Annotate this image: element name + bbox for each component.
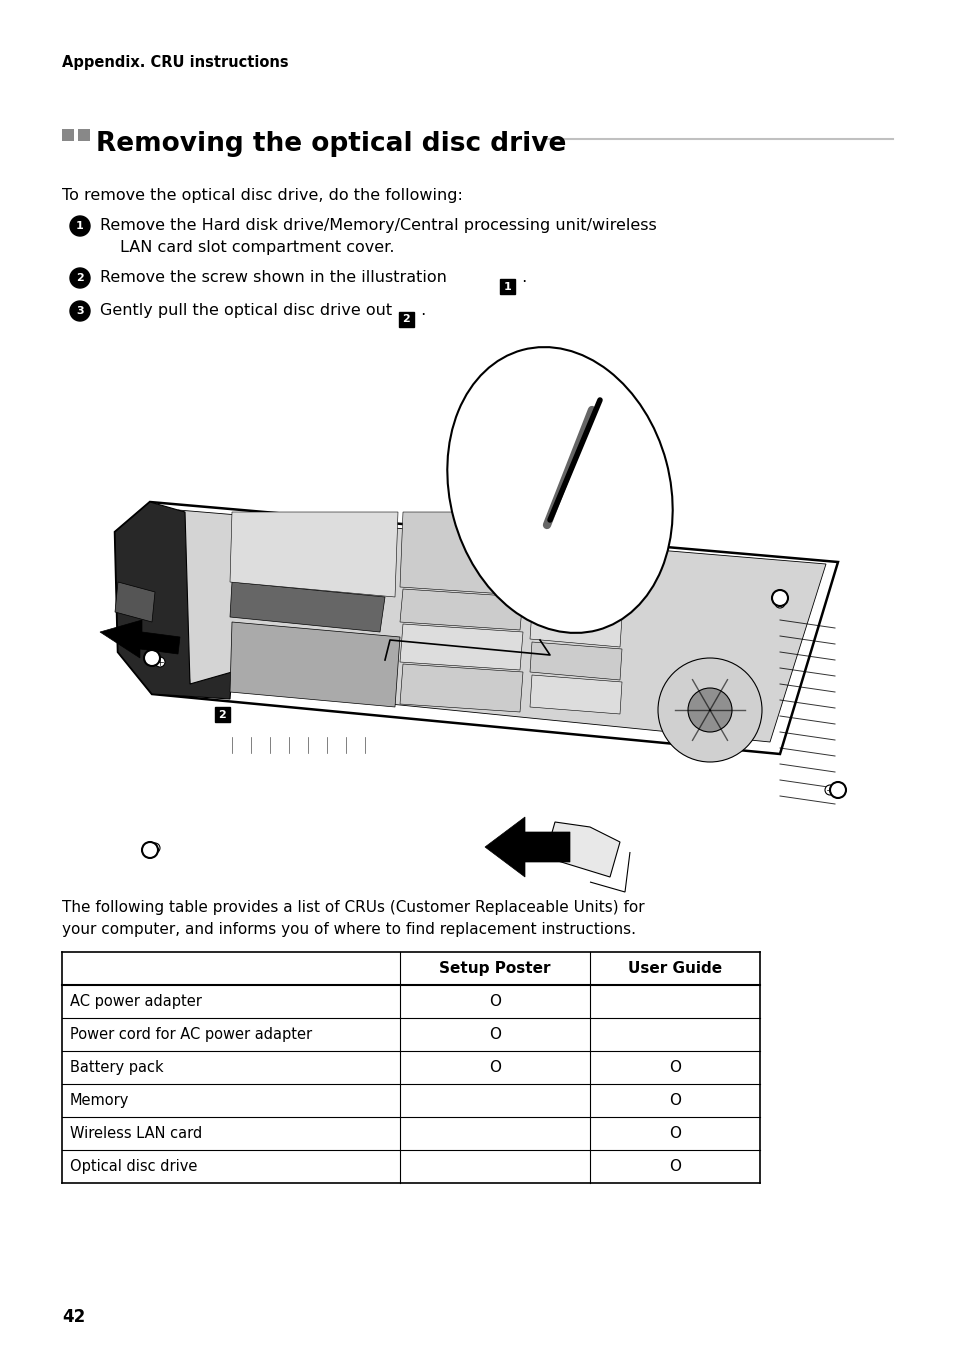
Circle shape xyxy=(150,844,160,853)
Text: 2: 2 xyxy=(402,315,410,324)
Text: 3: 3 xyxy=(76,306,84,316)
Circle shape xyxy=(824,786,834,795)
Bar xyxy=(530,412,544,427)
Text: Wireless LAN card: Wireless LAN card xyxy=(70,1126,202,1141)
Polygon shape xyxy=(530,610,621,648)
Text: .: . xyxy=(416,303,426,318)
Text: User Guide: User Guide xyxy=(627,961,721,976)
Polygon shape xyxy=(115,502,837,754)
Polygon shape xyxy=(230,512,397,598)
Text: O: O xyxy=(489,994,500,1009)
Bar xyxy=(499,279,515,293)
Circle shape xyxy=(771,589,787,606)
Bar xyxy=(398,312,414,327)
Circle shape xyxy=(829,781,845,798)
Text: Memory: Memory xyxy=(70,1092,130,1109)
Text: Gently pull the optical disc drive out: Gently pull the optical disc drive out xyxy=(100,303,392,318)
Text: To remove the optical disc drive, do the following:: To remove the optical disc drive, do the… xyxy=(62,188,462,203)
Text: Optical disc drive: Optical disc drive xyxy=(70,1159,197,1174)
Text: O: O xyxy=(668,1060,680,1075)
Polygon shape xyxy=(230,581,385,631)
Text: The following table provides a list of CRUs (Customer Replaceable Units) for: The following table provides a list of C… xyxy=(62,900,644,915)
Circle shape xyxy=(70,301,90,320)
Polygon shape xyxy=(530,512,621,615)
Text: O: O xyxy=(489,1060,500,1075)
Circle shape xyxy=(154,657,165,667)
Bar xyxy=(78,128,90,141)
Polygon shape xyxy=(484,817,569,877)
Circle shape xyxy=(142,842,158,859)
Polygon shape xyxy=(399,664,522,713)
Polygon shape xyxy=(230,622,399,707)
Text: 1: 1 xyxy=(503,281,511,292)
Circle shape xyxy=(70,268,90,288)
Polygon shape xyxy=(178,510,825,742)
Bar xyxy=(62,128,74,141)
Text: Power cord for AC power adapter: Power cord for AC power adapter xyxy=(70,1028,312,1042)
Text: O: O xyxy=(668,1092,680,1109)
Text: 1: 1 xyxy=(533,415,540,425)
Circle shape xyxy=(70,216,90,237)
Text: .: . xyxy=(517,270,527,285)
Polygon shape xyxy=(530,675,621,714)
Polygon shape xyxy=(100,621,180,658)
Polygon shape xyxy=(530,642,621,680)
Text: O: O xyxy=(668,1126,680,1141)
Polygon shape xyxy=(399,589,522,630)
Text: O: O xyxy=(489,1028,500,1042)
Bar xyxy=(214,707,230,722)
Circle shape xyxy=(687,688,731,731)
Polygon shape xyxy=(115,502,232,699)
Text: 2: 2 xyxy=(76,273,84,283)
Text: Battery pack: Battery pack xyxy=(70,1060,164,1075)
Circle shape xyxy=(144,650,160,667)
Polygon shape xyxy=(399,625,522,671)
Polygon shape xyxy=(399,512,522,595)
Text: Remove the screw shown in the illustration: Remove the screw shown in the illustrati… xyxy=(100,270,446,285)
Text: Removing the optical disc drive: Removing the optical disc drive xyxy=(96,131,566,157)
Text: 2: 2 xyxy=(218,710,226,719)
Text: 1: 1 xyxy=(76,220,84,231)
Text: your computer, and informs you of where to find replacement instructions.: your computer, and informs you of where … xyxy=(62,922,636,937)
Polygon shape xyxy=(544,822,619,877)
Text: Setup Poster: Setup Poster xyxy=(438,961,550,976)
Text: Remove the Hard disk drive/Memory/Central processing unit/wireless: Remove the Hard disk drive/Memory/Centra… xyxy=(100,218,656,233)
Polygon shape xyxy=(115,581,154,622)
Ellipse shape xyxy=(447,347,672,633)
Text: 42: 42 xyxy=(62,1307,85,1326)
Text: O: O xyxy=(668,1159,680,1174)
Text: AC power adapter: AC power adapter xyxy=(70,994,202,1009)
Text: Appendix. CRU instructions: Appendix. CRU instructions xyxy=(62,55,289,70)
Circle shape xyxy=(774,598,784,608)
Circle shape xyxy=(658,658,761,763)
Text: LAN card slot compartment cover.: LAN card slot compartment cover. xyxy=(120,241,395,256)
